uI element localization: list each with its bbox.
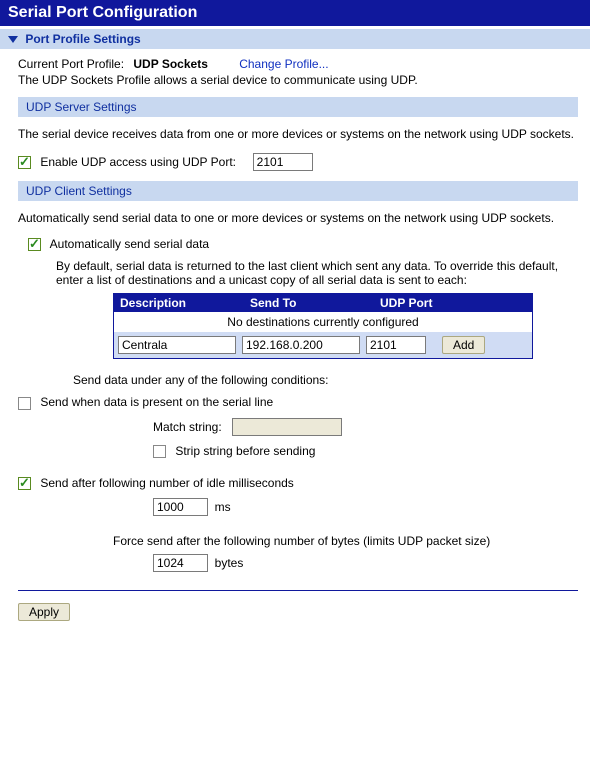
change-profile-link[interactable]: Change Profile... bbox=[239, 57, 328, 71]
auto-send-desc: By default, serial data is returned to t… bbox=[56, 259, 578, 287]
dest-input-row: Add bbox=[114, 332, 532, 358]
udp-server-desc: The serial device receives data from one… bbox=[18, 127, 578, 141]
dest-empty-msg: No destinations currently configured bbox=[114, 312, 532, 332]
enable-udp-checkbox[interactable] bbox=[18, 156, 31, 169]
send-idle-label: Send after following number of idle mill… bbox=[40, 476, 293, 490]
apply-button[interactable]: Apply bbox=[18, 603, 70, 621]
dest-col-description: Description bbox=[114, 294, 244, 312]
auto-send-checkbox[interactable] bbox=[28, 238, 41, 251]
dest-udpport-input[interactable] bbox=[366, 336, 426, 354]
add-destination-button[interactable]: Add bbox=[442, 336, 485, 354]
enable-udp-label: Enable UDP access using UDP Port: bbox=[40, 155, 236, 169]
destinations-table: Description Send To UDP Port No destinat… bbox=[113, 293, 533, 359]
divider bbox=[18, 590, 578, 591]
send-when-present-label: Send when data is present on the serial … bbox=[40, 395, 273, 409]
send-when-present-checkbox[interactable] bbox=[18, 397, 31, 410]
dest-description-input[interactable] bbox=[118, 336, 236, 354]
port-profile-header-label: Port Profile Settings bbox=[25, 32, 140, 46]
dest-col-sendto: Send To bbox=[244, 294, 374, 312]
strip-string-label: Strip string before sending bbox=[175, 444, 315, 458]
idle-ms-unit: ms bbox=[215, 500, 231, 514]
window-title: Serial Port Configuration bbox=[0, 0, 590, 26]
match-string-label: Match string: bbox=[153, 420, 222, 434]
dest-table-header: Description Send To UDP Port bbox=[114, 294, 532, 312]
dest-sendto-input[interactable] bbox=[242, 336, 360, 354]
force-send-label: Force send after the following number of… bbox=[113, 534, 578, 548]
force-send-bytes-input[interactable] bbox=[153, 554, 208, 572]
port-profile-header[interactable]: Port Profile Settings bbox=[0, 28, 590, 49]
auto-send-label: Automatically send serial data bbox=[50, 237, 209, 251]
idle-ms-input[interactable] bbox=[153, 498, 208, 516]
current-profile-label: Current Port Profile: bbox=[18, 57, 124, 71]
dest-col-udpport: UDP Port bbox=[374, 294, 464, 312]
udp-port-input[interactable] bbox=[253, 153, 313, 171]
current-profile-value: UDP Sockets bbox=[133, 57, 207, 71]
profile-desc: The UDP Sockets Profile allows a serial … bbox=[18, 73, 578, 87]
strip-string-checkbox[interactable] bbox=[153, 445, 166, 458]
conditions-label: Send data under any of the following con… bbox=[73, 373, 578, 387]
match-string-input[interactable] bbox=[232, 418, 342, 436]
udp-server-header: UDP Server Settings bbox=[18, 97, 578, 117]
collapse-triangle-icon bbox=[8, 36, 18, 43]
udp-client-header: UDP Client Settings bbox=[18, 181, 578, 201]
force-send-unit: bytes bbox=[215, 556, 244, 570]
udp-client-desc: Automatically send serial data to one or… bbox=[18, 211, 578, 225]
send-idle-checkbox[interactable] bbox=[18, 477, 31, 490]
